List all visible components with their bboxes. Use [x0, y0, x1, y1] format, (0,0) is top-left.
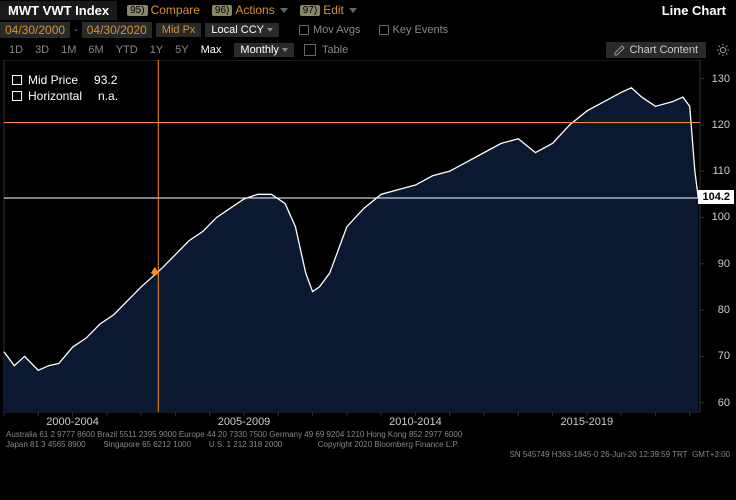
legend-swatch: [12, 91, 22, 101]
field-label: Mid Px: [162, 24, 196, 36]
x-axis-tick-label: 2000-2004: [46, 416, 99, 428]
range-3d[interactable]: 3D: [30, 43, 54, 57]
chart-type-label[interactable]: Line Chart: [662, 3, 736, 18]
mov-avgs-checkbox[interactable]: [299, 25, 309, 35]
range-ytd[interactable]: YTD: [111, 43, 143, 57]
legend-label: Horizontal: [28, 88, 82, 104]
interval-select[interactable]: Monthly: [234, 43, 294, 57]
gear-icon[interactable]: [716, 43, 730, 57]
bar-chart-icon[interactable]: [304, 44, 316, 56]
x-axis-tick-label: 2010-2014: [389, 416, 442, 428]
last-price-tag: 104.2: [698, 190, 734, 204]
y-axis-tick-label: 90: [718, 258, 730, 270]
y-axis-tick-label: 130: [712, 73, 730, 85]
y-axis-tick-label: 70: [718, 350, 730, 362]
range-toolbar: 1D 3D 1M 6M YTD 1Y 5Y Max Monthly Table …: [0, 40, 736, 60]
chevron-down-icon: [349, 8, 357, 13]
currency-select[interactable]: Local CCY: [205, 23, 279, 37]
key-events-label: Key Events: [393, 24, 449, 36]
x-axis-tick-label: 2015-2019: [561, 416, 614, 428]
date-toolbar: 04/30/2000 - 04/30/2020 Mid Px Local CCY…: [0, 20, 736, 40]
legend-row: Mid Price 93.2: [12, 72, 118, 88]
menu-label: Actions: [235, 3, 274, 17]
y-axis-tick-label: 120: [712, 119, 730, 131]
chevron-down-icon: [282, 48, 288, 52]
chart-legend: Mid Price 93.2 Horizontal n.a.: [12, 72, 118, 104]
top-toolbar: MWT VWT Index 95) Compare 96) Actions 97…: [0, 0, 736, 20]
legend-label: Mid Price: [28, 72, 78, 88]
table-button[interactable]: Table: [322, 44, 348, 56]
price-chart: [0, 60, 736, 460]
legend-row: Horizontal n.a.: [12, 88, 118, 104]
mov-avgs-label: Mov Avgs: [313, 24, 361, 36]
chart-content-button[interactable]: Chart Content: [606, 42, 706, 58]
menu-number: 96): [212, 5, 232, 16]
menu-number: 95): [127, 5, 147, 16]
menu-label: Edit: [323, 3, 344, 17]
range-1y[interactable]: 1Y: [145, 43, 168, 57]
chart-content-label: Chart Content: [630, 44, 698, 56]
footer-text: Australia 61 2 9777 8600 Brazil 5511 239…: [0, 428, 736, 460]
legend-value: n.a.: [98, 88, 118, 104]
chevron-down-icon: [267, 28, 273, 32]
edit-menu[interactable]: 97) Edit: [294, 1, 363, 19]
range-1m[interactable]: 1M: [56, 43, 81, 57]
range-1d[interactable]: 1D: [4, 43, 28, 57]
date-separator: -: [74, 24, 78, 36]
legend-swatch: [12, 75, 22, 85]
currency-label: Local CCY: [211, 24, 264, 36]
footer-line-2: Japan 81 3 4565 8900 Singapore 65 6212 1…: [6, 440, 730, 450]
y-axis-tick-label: 110: [712, 165, 730, 177]
actions-menu[interactable]: 96) Actions: [206, 1, 294, 19]
compare-menu[interactable]: 95) Compare: [121, 1, 206, 19]
range-6m[interactable]: 6M: [83, 43, 108, 57]
y-axis-tick-label: 60: [718, 397, 730, 409]
chart-area[interactable]: Mid Price 93.2 Horizontal n.a. 60 70 80 90 1…: [0, 60, 736, 460]
date-from-input[interactable]: 04/30/2000: [0, 22, 70, 38]
footer-line-3: SN 545749 H363-1845-0 26-Jun-20 12:39:59…: [6, 450, 730, 460]
key-events-checkbox[interactable]: [379, 25, 389, 35]
range-max[interactable]: Max: [196, 43, 227, 57]
footer-line-1: Australia 61 2 9777 8600 Brazil 5511 239…: [6, 430, 730, 440]
legend-value: 93.2: [94, 72, 117, 88]
menu-number: 97): [300, 5, 320, 16]
ticker-field[interactable]: MWT VWT Index: [0, 1, 117, 20]
menu-label: Compare: [151, 3, 200, 17]
pencil-icon: [614, 44, 626, 56]
chevron-down-icon: [280, 8, 288, 13]
range-5y[interactable]: 5Y: [170, 43, 193, 57]
price-field-select[interactable]: Mid Px: [156, 23, 202, 37]
y-axis-tick-label: 100: [712, 211, 730, 223]
interval-label: Monthly: [240, 44, 279, 56]
x-axis-tick-label: 2005-2009: [218, 416, 271, 428]
date-to-input[interactable]: 04/30/2020: [82, 22, 152, 38]
y-axis-tick-label: 80: [718, 304, 730, 316]
